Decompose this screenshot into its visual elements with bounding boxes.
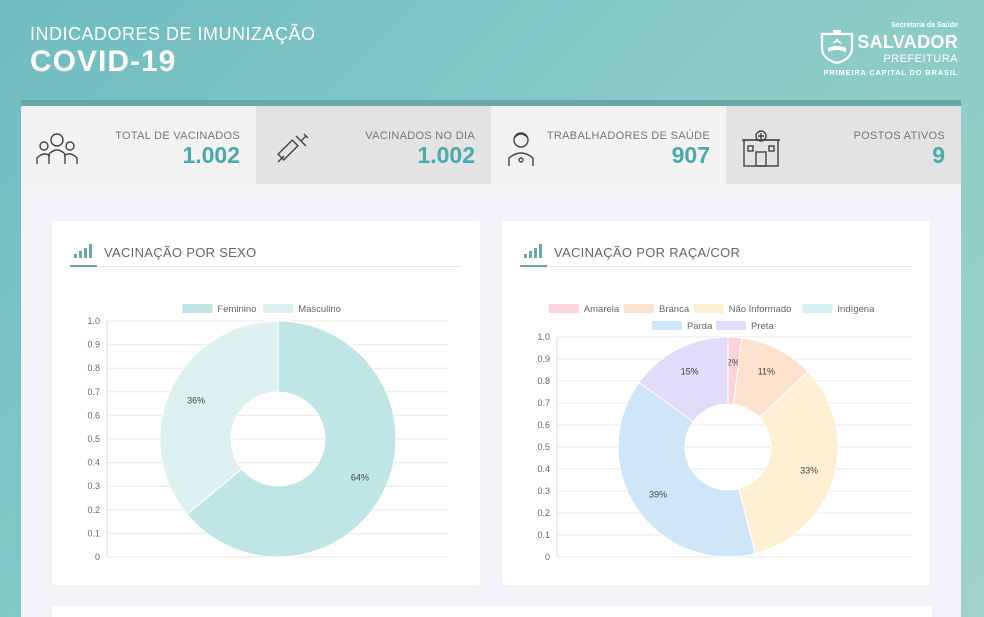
legend-label-0[interactable]: Feminino [217, 304, 256, 315]
legend-swatch-1[interactable] [263, 304, 294, 313]
y-tick-label: 0.1 [537, 530, 550, 540]
legend-swatch-2[interactable] [693, 304, 724, 313]
kpi-label: TOTAL DE VACINADOS [115, 130, 240, 142]
logo-line4: PRIMEIRA CAPITAL DO BRASIL [823, 68, 958, 77]
people-icon [36, 133, 78, 164]
pie-slice-0[interactable] [186, 320, 397, 558]
legend-label-4[interactable]: Parda [687, 321, 713, 332]
legend-swatch-0[interactable] [548, 304, 579, 313]
data-label-1: 11% [758, 367, 775, 377]
chart-raca: Amarela Branca Não Informado Indígena Parda P… [537, 304, 912, 562]
divider [70, 266, 462, 267]
kpi-trabalhadores-saude: TRABALHADORES DE SAÚDE 907 [491, 106, 726, 184]
chart-card-raca: VACINAÇÃO POR RAÇA/COR Amarela Branca Não … [502, 221, 930, 585]
page-header: INDICADORES DE IMUNIZAÇÃO COVID-19 [30, 24, 316, 79]
syringe-icon [277, 133, 309, 163]
logo-line1: Secretaria da Saúde [891, 22, 958, 29]
legend-swatch-1[interactable] [624, 304, 654, 313]
kpi-row: TOTAL DE VACINADOS 1.002 VACINADOS NO DI… [21, 106, 961, 184]
kpi-label: TRABALHADORES DE SAÚDE [546, 130, 710, 142]
y-tick-label: 1.0 [537, 332, 550, 342]
y-tick-label: 0.7 [537, 398, 550, 408]
building-icon [742, 130, 780, 167]
y-tick-label: 0.6 [537, 420, 550, 430]
kpi-vacinados-no-dia: VACINADOS NO DIA 1.002 [256, 106, 491, 184]
kpi-label: POSTOS ATIVOS [853, 130, 945, 142]
pie-slice-5[interactable] [638, 336, 729, 423]
health-worker-icon [508, 132, 534, 166]
dashboard-panel: TOTAL DE VACINADOS 1.002 VACINADOS NO DI… [21, 100, 961, 617]
kpi-value: 9 [932, 142, 945, 168]
y-tick-label: 1.0 [87, 316, 100, 326]
chart-card-sexo: VACINAÇÃO POR SEXO Feminino Masculino 1.0 0… [52, 221, 480, 585]
chart-title: VACINAÇÃO POR SEXO [104, 245, 257, 260]
data-label-1: 36% [187, 395, 205, 405]
y-tick-label: 0.5 [537, 442, 550, 452]
y-tick-label: 0.2 [87, 505, 100, 515]
kpi-value: 1.002 [182, 142, 240, 168]
legend-label-2[interactable]: Não Informado [729, 304, 792, 315]
y-tick-label: 0.1 [87, 528, 100, 538]
kpi-label: VACINADOS NO DIA [365, 130, 475, 142]
legend-swatch-3[interactable] [802, 304, 833, 313]
chart-sexo: Feminino Masculino 1.0 0.9 0.8 0.7 0.6 0.5 0.4 0.… [87, 304, 448, 562]
salvador-logo: Secretaria da Saúde SALVADOR PREFEITURA … [818, 22, 958, 80]
logo-line3: PREFEITURA [883, 53, 958, 65]
pie-slice-1[interactable] [159, 320, 279, 515]
data-label-2: 33% [800, 466, 818, 476]
divider-accent [70, 265, 97, 267]
y-tick-label: 0.2 [537, 508, 550, 518]
pie-slice-2[interactable] [738, 370, 839, 555]
signal-bars-icon [74, 244, 92, 258]
city-shield-icon [820, 30, 854, 64]
y-tick-label: 0.5 [87, 434, 100, 444]
page-subtitle: INDICADORES DE IMUNIZAÇÃO [30, 24, 316, 44]
legend-label-0[interactable]: Amarela [584, 304, 620, 315]
y-tick-label: 0.6 [87, 410, 100, 420]
page-title: COVID-19 [30, 45, 177, 78]
pie-slice-4[interactable] [617, 381, 756, 558]
logo-line2: SALVADOR [857, 32, 958, 52]
y-tick-label: 0.4 [87, 458, 100, 468]
kpi-value: 1.002 [417, 142, 475, 168]
legend-label-1[interactable]: Masculino [298, 304, 341, 315]
legend-label-3[interactable]: Indígena [837, 304, 875, 315]
kpi-total-vacinados: TOTAL DE VACINADOS 1.002 [21, 106, 256, 184]
y-tick-label: 0.9 [87, 340, 100, 350]
legend-swatch-5[interactable] [716, 321, 746, 330]
y-tick-label: 0 [545, 552, 550, 562]
kpi-postos-ativos: POSTOS ATIVOS 9 [726, 106, 961, 184]
legend-swatch-0[interactable] [182, 304, 213, 313]
data-label-0: 64% [351, 473, 369, 483]
y-tick-label: 0.4 [537, 464, 550, 474]
data-label-0: 2% [727, 358, 740, 368]
chart-title: VACINAÇÃO POR RAÇA/COR [554, 245, 741, 260]
y-tick-label: 0 [95, 552, 100, 562]
data-label-4: 39% [649, 489, 667, 499]
kpi-value: 907 [671, 142, 710, 168]
y-tick-label: 0.8 [87, 363, 100, 373]
signal-bars-icon [524, 244, 542, 258]
y-tick-label: 0.3 [87, 481, 100, 491]
y-tick-label: 0.8 [537, 376, 550, 386]
legend-swatch-4[interactable] [652, 321, 682, 330]
y-tick-label: 0.3 [537, 486, 550, 496]
legend-label-5[interactable]: Preta [751, 321, 774, 332]
y-tick-label: 0.7 [87, 387, 100, 397]
y-tick-label: 0.9 [537, 354, 550, 364]
divider-accent [520, 265, 547, 267]
legend-label-1[interactable]: Branca [659, 304, 690, 315]
bottom-card [52, 606, 932, 617]
data-label-5: 15% [681, 367, 699, 377]
divider [520, 266, 912, 267]
